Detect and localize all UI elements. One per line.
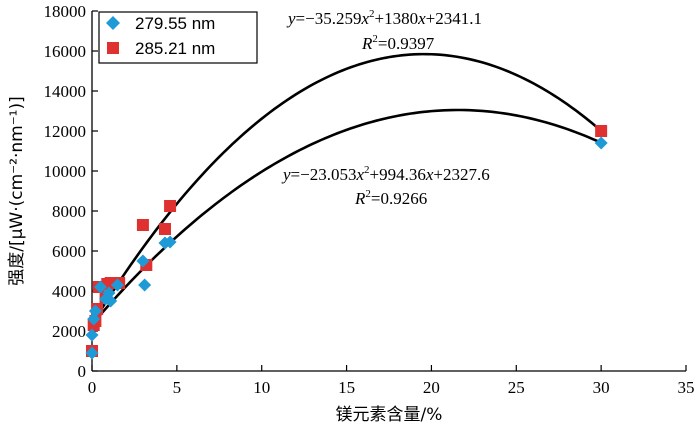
data-point-diamond [85, 346, 99, 360]
data-point-diamond [88, 304, 102, 318]
y-tick-label: 4000 [52, 282, 86, 301]
trendline-1 [91, 108, 602, 326]
data-point-square [136, 219, 149, 231]
equation-annotation-upper: y=−35.259x2+1380x+2341.1 R2=0.9397 [286, 8, 482, 53]
x-tick-label: 20 [423, 378, 440, 397]
data-point-diamond [93, 280, 107, 294]
data-points [85, 125, 608, 360]
y-tick-label: 14000 [44, 82, 87, 101]
legend-marker-square [107, 42, 119, 54]
x-tick-label: 35 [678, 378, 695, 397]
y-axis-title: 强度/[μW·(cm⁻²·nm⁻¹)] [7, 96, 27, 286]
x-tick-label: 5 [173, 378, 182, 397]
y-tick-label: 18000 [44, 2, 87, 21]
data-point-square [595, 125, 608, 137]
trendline-0 [90, 52, 602, 325]
x-tick-label: 25 [508, 378, 525, 397]
y-tick-label: 2000 [52, 322, 86, 341]
data-point-diamond [104, 294, 118, 308]
y-tick-label: 6000 [52, 242, 86, 261]
data-point-diamond [594, 136, 608, 150]
legend-marker-diamond [106, 16, 120, 30]
legend-box [98, 11, 258, 64]
equation-label-279: y=−23.053x2+994.36x+2327.6 [281, 164, 490, 184]
r2-label-285: R2=0.9397 [361, 33, 435, 53]
x-ticks: 0 5 10 15 20 25 30 35 [88, 365, 695, 397]
r2-label-279: R2=0.9266 [354, 188, 427, 208]
data-point-diamond [136, 254, 150, 268]
equation-annotation-lower: y=−23.053x2+994.36x+2327.6 R2=0.9266 [281, 164, 490, 208]
legend-label-279: 279.55 nm [135, 14, 215, 33]
x-tick-label: 10 [253, 378, 270, 397]
y-tick-label: 0 [78, 362, 87, 381]
x-tick-label: 30 [593, 378, 610, 397]
equation-label-285: y=−35.259x2+1380x+2341.1 [286, 8, 482, 28]
x-tick-label: 0 [88, 378, 97, 397]
y-tick-label: 12000 [44, 122, 87, 141]
y-tick-label: 16000 [44, 42, 87, 61]
y-tick-label: 8000 [52, 202, 86, 221]
x-axis-title: 镁元素含量/% [336, 405, 443, 425]
y-ticks: 0 2000 4000 6000 8000 10000 12000 14000 16000 180… [44, 2, 98, 381]
legend-label-285: 285.21 nm [135, 39, 215, 58]
data-point-square [158, 223, 171, 235]
y-tick-label: 10000 [44, 162, 87, 181]
legend: 279.55 nm 285.21 nm [98, 11, 258, 64]
data-point-diamond [138, 278, 152, 292]
data-point-diamond [163, 235, 177, 249]
data-point-diamond [110, 278, 124, 292]
trendlines [90, 52, 602, 326]
x-tick-label: 15 [338, 378, 355, 397]
data-point-square [164, 200, 177, 212]
data-point-diamond [85, 328, 99, 342]
